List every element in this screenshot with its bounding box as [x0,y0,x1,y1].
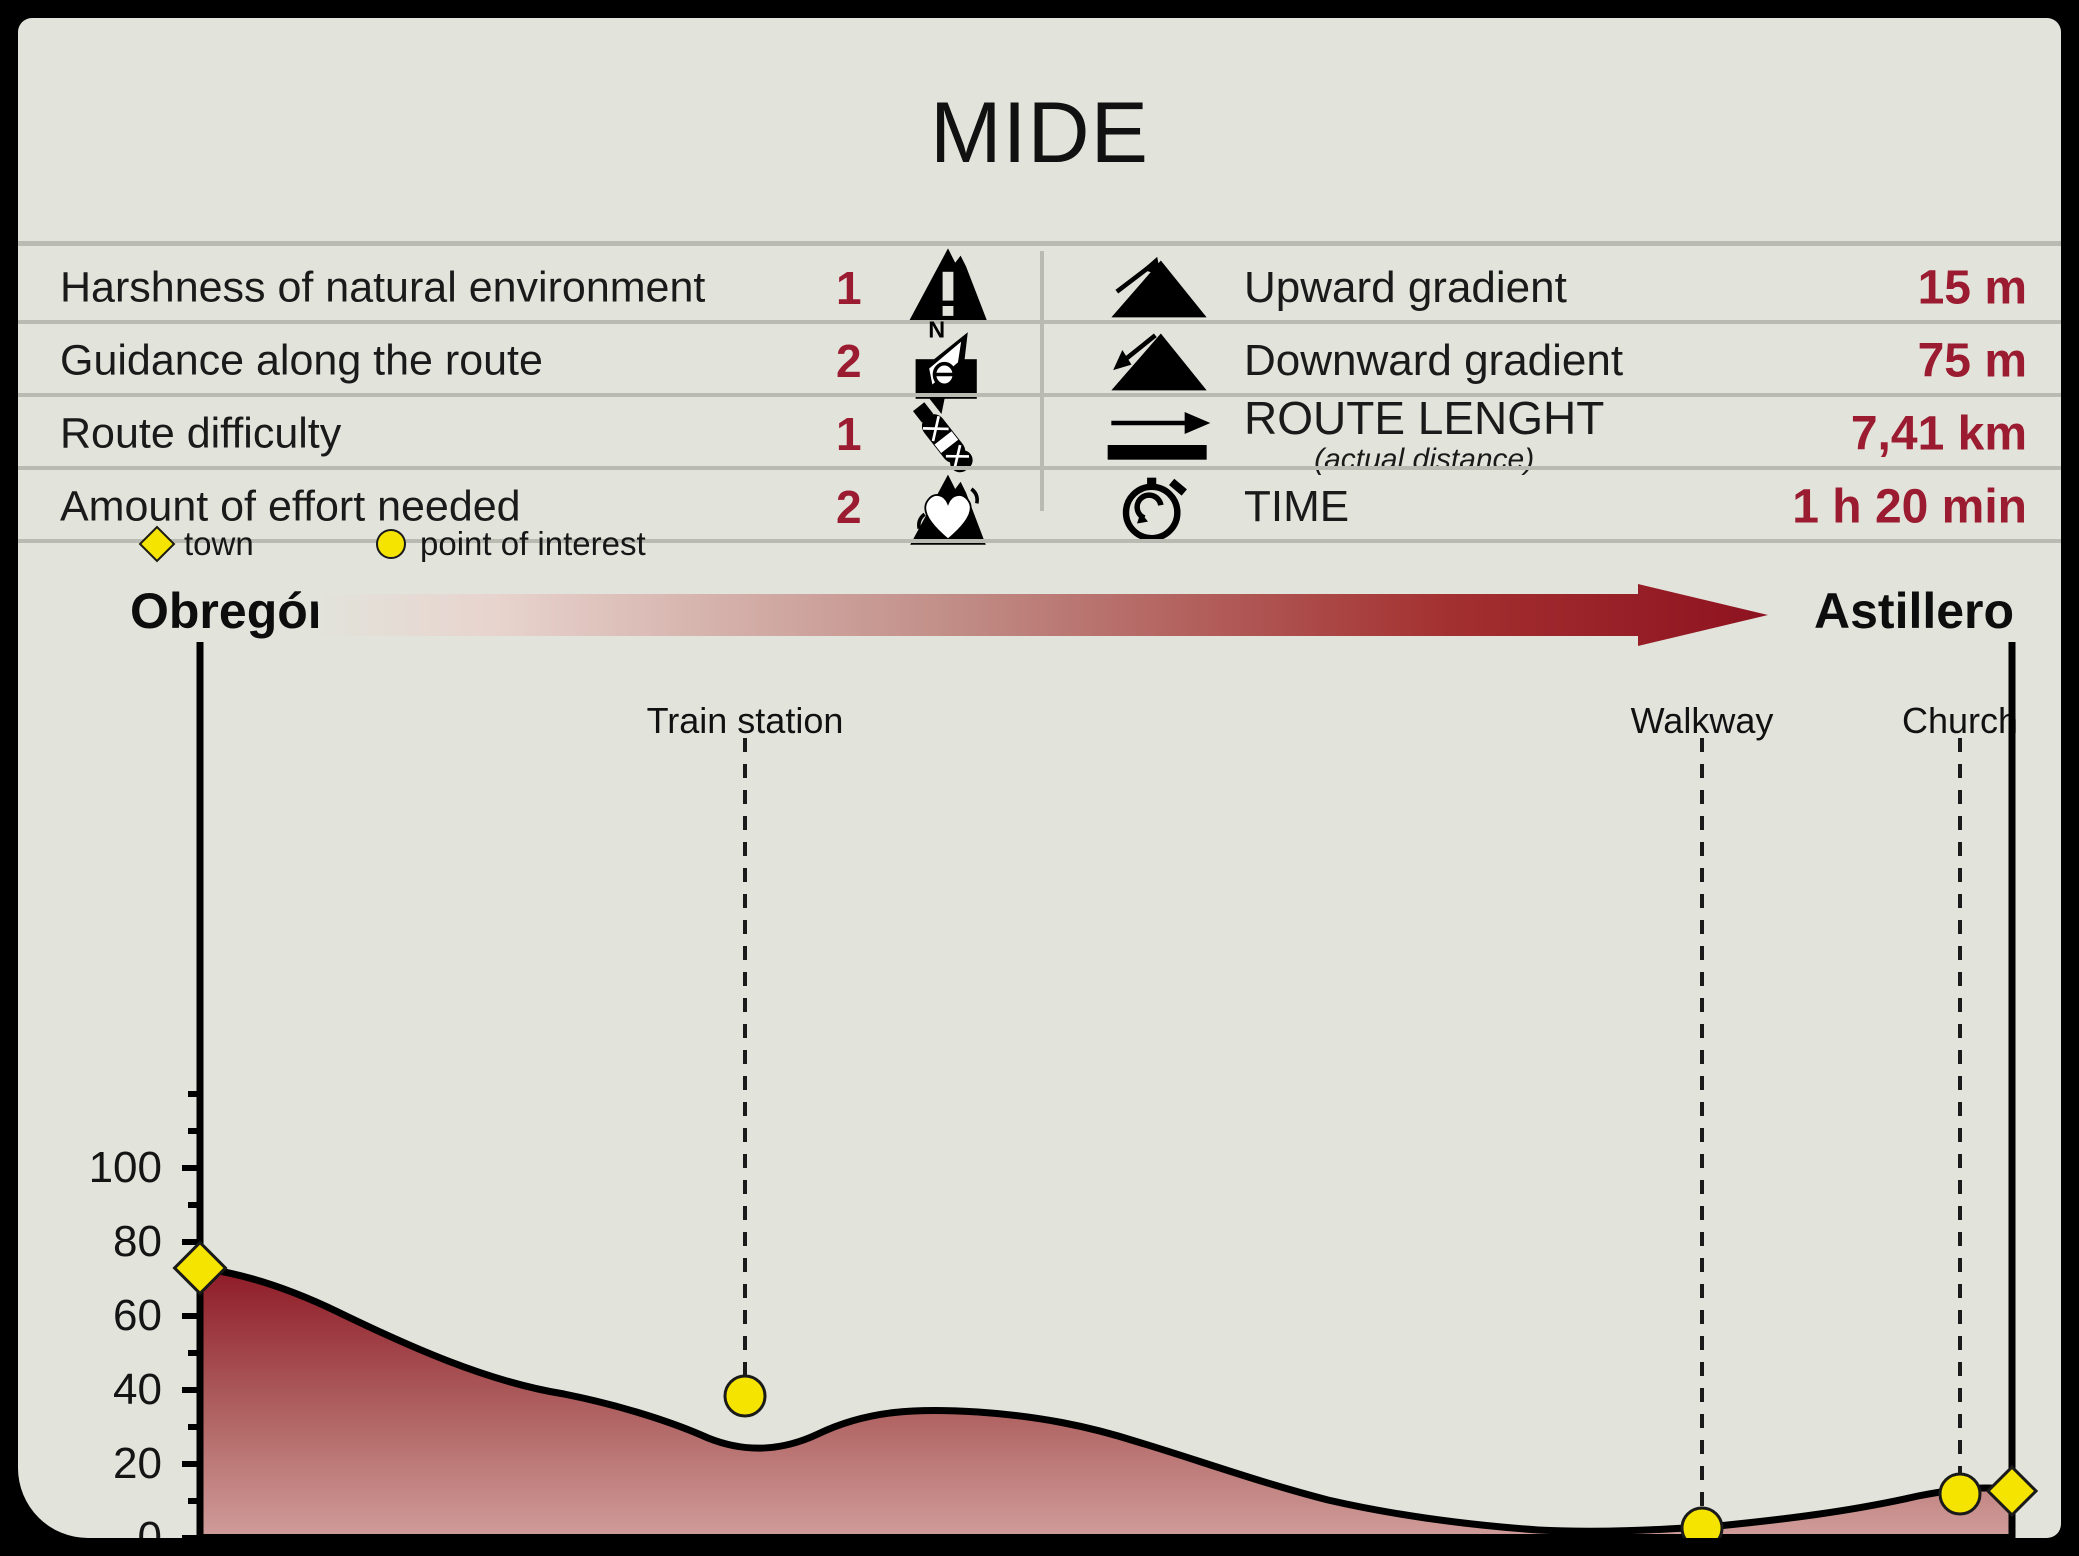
stat-value: 1 h 20 min [1792,480,2027,533]
profile-markers [172,1240,2039,1538]
criterion-cell[interactable]: Harshness of natural environment 1 [18,247,1040,324]
horizontal-arrow-icon [1104,396,1214,472]
table-row: Guidance along the route 2 N [18,316,2061,399]
compass-icon: N [903,316,993,406]
poi-label-church: Church [1901,700,2019,741]
row-divider [18,466,2061,470]
elevation-profile-chart: Obregón Astillero 0 20 40 [18,570,2061,1538]
chart-legend: town point of interest [18,515,2061,573]
heart-mountain-icon [903,462,993,552]
poi-marker-train-station[interactable] [723,1374,767,1418]
svg-text:N: N [928,316,945,342]
circle-marker-icon [376,529,406,559]
divider [18,241,2061,246]
legend-item-poi: point of interest [376,515,646,573]
legend-item-town: town [138,515,254,573]
criterion-score: 1 [836,407,862,460]
poi-marker-walkway[interactable] [1680,1506,1724,1538]
title-bar: MIDE [18,18,2061,246]
legend-label: town [184,525,254,562]
town-marker-astillero[interactable] [1985,1464,2039,1518]
criterion-score: 2 [836,334,862,387]
stat-label: TIME [1244,481,1350,531]
diamond-marker-icon [138,525,176,563]
y-tick-label: 0 [137,1513,162,1538]
stat-cell[interactable]: Upward gradient 15 m [1044,251,2061,324]
criterion-cell[interactable]: Amount of effort needed 2 [18,470,1040,545]
y-tick-label: 100 [88,1143,162,1192]
y-tick-label: 60 [113,1291,162,1340]
row-divider [18,393,2061,397]
y-tick-label: 40 [113,1365,162,1414]
stat-label: Downward gradient [1244,335,1624,385]
stat-label: Upward gradient [1244,262,1567,312]
y-tick-label: 80 [113,1217,162,1266]
legend-label: point of interest [420,525,646,562]
warning-triangle-icon [903,243,993,333]
route-start-label: Obregón [130,583,339,639]
criterion-label: Harshness of natural environment [60,263,706,311]
stat-sublabel: (actual distance) [1314,442,1535,476]
mountain-up-arrow-icon [1104,250,1214,326]
stat-cell[interactable]: Downward gradient 75 m [1044,324,2061,397]
poi-leader-lines [743,738,1962,1528]
stat-value: 7,41 km [1850,407,2027,460]
criterion-score: 1 [836,261,862,314]
route-end-label: Astillero [1814,583,2015,639]
poi-label-train-station: Train station [646,700,844,741]
stat-cell[interactable]: TIME 1 h 20 min [1044,470,2061,543]
profile-plot [172,642,2039,1538]
criterion-cell[interactable]: Route difficulty 1 [18,396,1040,472]
profile-area [200,1268,2012,1538]
y-tick-label: 20 [113,1439,162,1488]
stat-value: 15 m [1917,261,2027,314]
mide-card: MIDE Harshness of natural environment 1 [18,18,2061,1538]
town-marker-obregon[interactable] [172,1240,228,1296]
mide-table: Harshness of natural environment 1 [18,247,2061,545]
row-divider [18,539,2061,543]
row-divider [18,320,2061,324]
poi-label-walkway: Walkway [1630,700,1774,741]
stat-label-group: ROUTE LENGHT (actual distance) [1244,391,1604,477]
stopwatch-icon [1104,469,1214,545]
direction-arrow-icon [318,584,1768,646]
criterion-label: Route difficulty [60,409,342,457]
page-title: MIDE [930,85,1149,181]
stat-cell[interactable]: ROUTE LENGHT (actual distance) 7,41 km [1044,392,2061,476]
poi-marker-church[interactable] [1938,1472,1982,1516]
column-divider [1040,251,1044,511]
y-axis-labels: 0 20 40 60 80 100 [66,570,162,1538]
stat-label: ROUTE LENGHT [1244,391,1605,444]
criterion-cell[interactable]: Guidance along the route 2 N [18,316,1040,399]
table-row: Harshness of natural environment 1 [18,247,2061,324]
criterion-label: Amount of effort needed [60,482,521,530]
mountain-down-arrow-icon [1104,323,1214,399]
table-row: Route difficulty 1 [18,392,2061,476]
table-row: Amount of effort needed 2 [18,470,2061,545]
criterion-score: 2 [836,480,862,533]
criterion-label: Guidance along the route [60,336,543,384]
stat-value: 75 m [1917,334,2027,387]
